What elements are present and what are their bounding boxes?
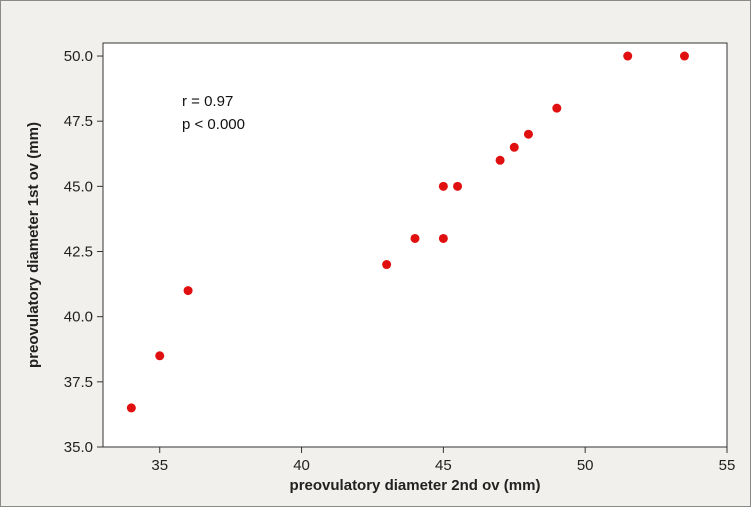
data-point xyxy=(410,233,420,243)
data-point xyxy=(126,403,136,413)
x-tick-label: 40 xyxy=(293,457,310,474)
data-point xyxy=(453,181,463,191)
y-tick-label: 47.5 xyxy=(64,113,93,130)
data-point xyxy=(679,51,689,61)
data-point xyxy=(155,351,165,361)
data-point xyxy=(495,155,505,165)
x-tick-label: 50 xyxy=(577,457,594,474)
y-tick-label: 37.5 xyxy=(64,374,93,391)
data-point xyxy=(183,286,193,296)
data-point xyxy=(623,51,633,61)
y-tick-label: 50.0 xyxy=(64,48,93,65)
y-axis: 35.0 37.5 40.0 42.5 45.0 47.5 50.0 xyxy=(64,48,103,456)
data-points xyxy=(126,51,689,413)
data-point xyxy=(438,181,448,191)
data-point xyxy=(509,142,519,152)
data-point xyxy=(523,129,533,139)
x-axis-title: preovulatory diameter 2nd ov (mm) xyxy=(290,477,541,494)
y-tick-label: 45.0 xyxy=(64,178,93,195)
x-tick-label: 45 xyxy=(435,457,452,474)
y-tick-label: 42.5 xyxy=(64,244,93,261)
data-point xyxy=(552,103,562,113)
data-point xyxy=(382,260,392,270)
p-value-annotation: p < 0.000 xyxy=(182,116,245,133)
plot-area xyxy=(102,42,728,448)
y-tick-label: 40.0 xyxy=(64,309,93,326)
x-axis: 35 40 45 50 55 xyxy=(151,447,735,474)
x-tick-label: 35 xyxy=(151,457,168,474)
y-axis-title: preovulatory diameter 1st ov (mm) xyxy=(25,122,42,368)
data-point xyxy=(438,233,448,243)
x-tick-label: 55 xyxy=(719,457,736,474)
y-tick-label: 35.0 xyxy=(64,439,93,456)
correlation-annotation: r = 0.97 xyxy=(182,93,233,110)
